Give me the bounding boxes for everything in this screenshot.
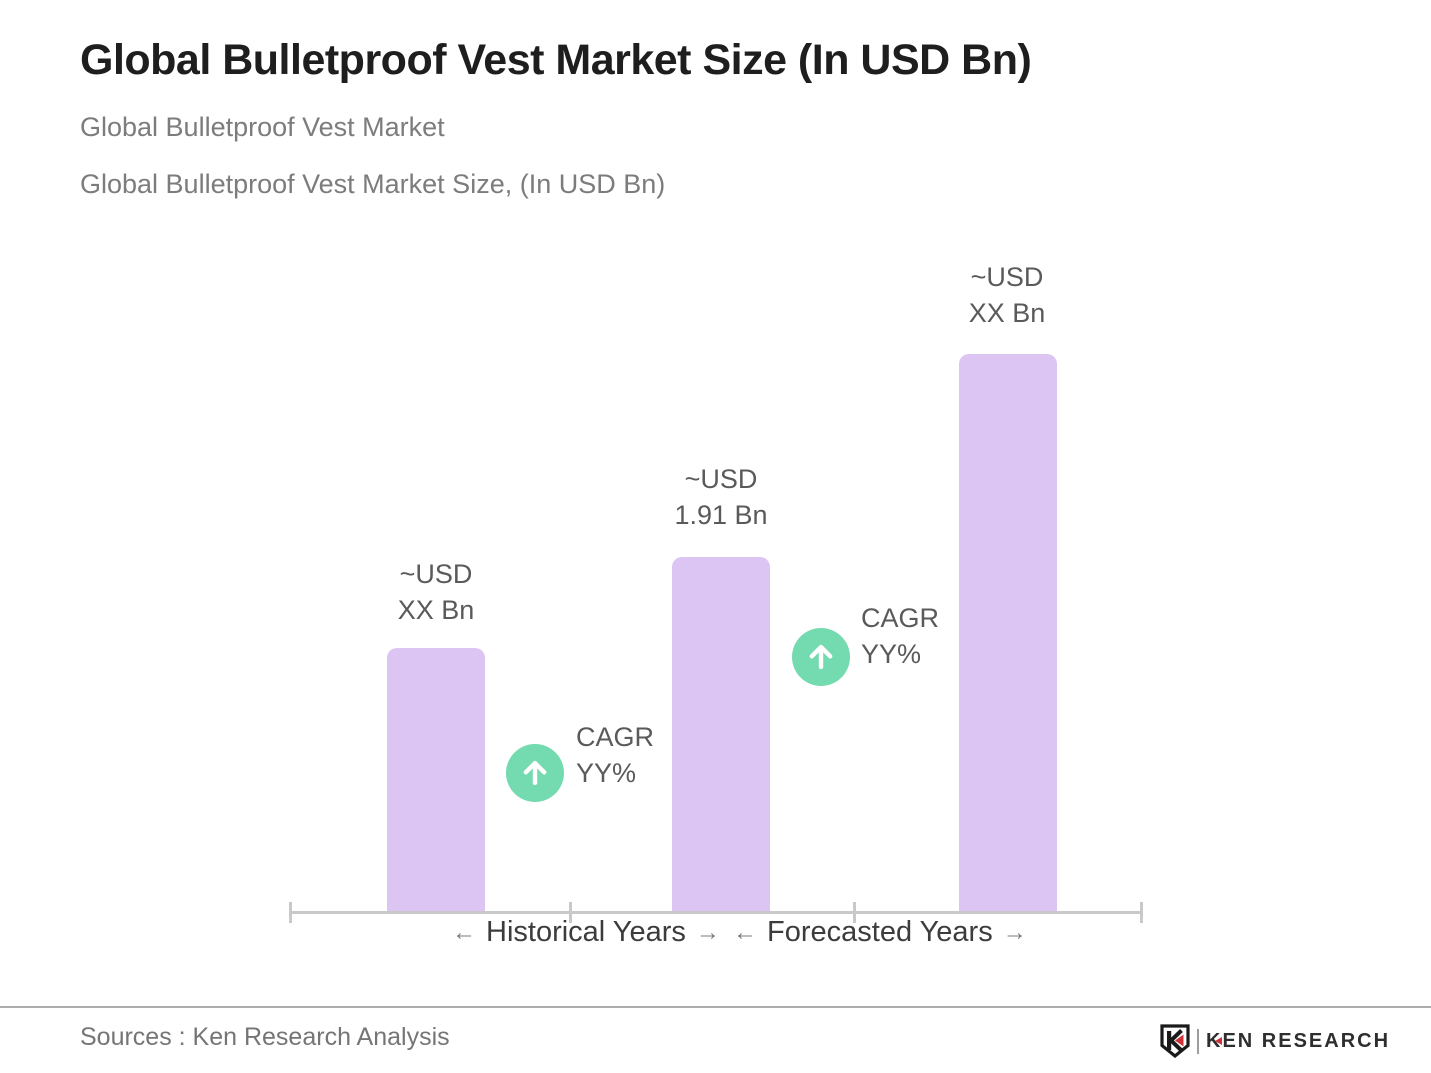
up-arrow-icon [809, 644, 833, 670]
logo-k-red-wedge-icon [1215, 1036, 1222, 1045]
logo-divider [1197, 1028, 1199, 1054]
page-subtitle-market: Global Bulletproof Vest Market [80, 112, 445, 142]
cagr-up-arrow-icon [792, 628, 850, 686]
x-axis-line [289, 911, 1143, 914]
x-axis-tick [569, 902, 572, 923]
left-arrow-icon: ← [452, 918, 476, 946]
x-axis-tick [1140, 902, 1143, 923]
x-axis-tick [289, 902, 292, 923]
page-title: Global Bulletproof Vest Market Size (In … [80, 36, 1032, 84]
cagr-up-arrow-icon [506, 744, 564, 802]
bar-value-line1: ~USD [684, 464, 758, 494]
x-axis-segment-forecasted: ← Forecasted Years → [733, 916, 1027, 949]
up-arrow-icon [523, 760, 547, 786]
right-arrow-icon: → [695, 918, 720, 946]
bar-value-label: ~USD 1.91 Bn [611, 461, 831, 533]
cagr-value: YY% [861, 639, 922, 669]
footer-divider [0, 1006, 1431, 1008]
bar-value-label: ~USD XX Bn [897, 259, 1117, 331]
page-subtitle-market-size: Global Bulletproof Vest Market Size, (In… [80, 169, 666, 199]
bar-forecast [959, 354, 1057, 912]
sources-text: Sources : Ken Research Analysis [80, 1023, 450, 1051]
bar-value-line1: ~USD [399, 559, 473, 589]
x-axis-tick [853, 902, 856, 923]
bar-historical [387, 648, 485, 912]
x-axis-segment-label: Historical Years [486, 916, 686, 948]
cagr-value: YY% [576, 758, 637, 788]
cagr-annotation: CAGR YY% [576, 719, 654, 791]
x-axis-segment-historical: ← Historical Years → [452, 916, 720, 949]
logo-text: KEN RESEARCH [1206, 1029, 1390, 1054]
cagr-label: CAGR [861, 603, 940, 633]
bar-value-line1: ~USD [970, 262, 1044, 292]
bar-value-line2: 1.91 Bn [674, 500, 768, 530]
cagr-label: CAGR [576, 722, 655, 752]
cagr-annotation: CAGR YY% [861, 600, 939, 672]
bar-value-label: ~USD XX Bn [326, 556, 546, 628]
right-arrow-icon: → [1002, 918, 1027, 946]
bar-value-line2: XX Bn [397, 595, 475, 625]
ken-research-logo: KEN RESEARCH [1160, 1024, 1390, 1058]
bar-value-line2: XX Bn [968, 298, 1046, 328]
ken-research-shield-icon [1160, 1024, 1190, 1058]
bar-current [672, 557, 770, 912]
x-axis-segment-label: Forecasted Years [767, 916, 993, 948]
left-arrow-icon: ← [733, 918, 757, 946]
logo-wordmark: KEN RESEARCH [1206, 1029, 1391, 1052]
